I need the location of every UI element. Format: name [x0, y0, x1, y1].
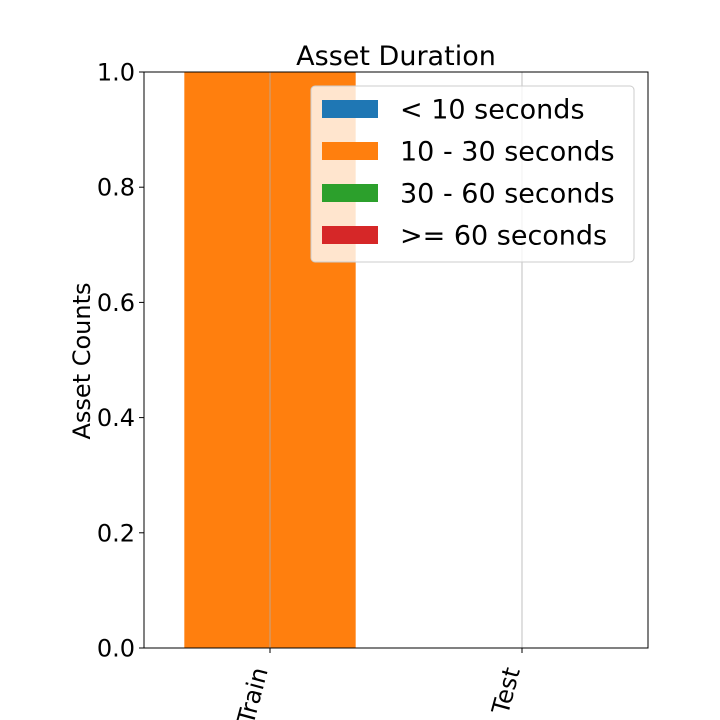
- legend-label: 10 - 30 seconds: [400, 137, 615, 168]
- legend-label: 30 - 60 seconds: [400, 179, 615, 210]
- legend-swatch: [322, 184, 378, 202]
- legend: < 10 seconds 10 - 30 seconds 30 - 60 secon…: [310, 85, 635, 263]
- y-tick-label: 0.4: [97, 404, 135, 432]
- x-tick-label: Test: [486, 664, 526, 718]
- chart-title: Asset Duration: [296, 41, 496, 72]
- legend-swatch: [322, 142, 378, 160]
- legend-label: >= 60 seconds: [400, 221, 607, 252]
- y-tick-label: 0.8: [97, 174, 135, 202]
- y-tick-label: 0.0: [97, 635, 135, 663]
- legend-swatch: [322, 226, 378, 244]
- legend-swatch: [322, 100, 378, 118]
- legend-box: [310, 85, 635, 263]
- plot-frame: [143, 71, 649, 649]
- y-tick-label: 1.0: [97, 59, 135, 87]
- y-axis-label: Asset Counts: [68, 282, 96, 439]
- y-tick-label: 0.2: [97, 519, 135, 547]
- legend-label: < 10 seconds: [400, 95, 585, 126]
- y-tick-label: 0.6: [97, 289, 135, 317]
- x-tick-label: Train: [232, 664, 274, 720]
